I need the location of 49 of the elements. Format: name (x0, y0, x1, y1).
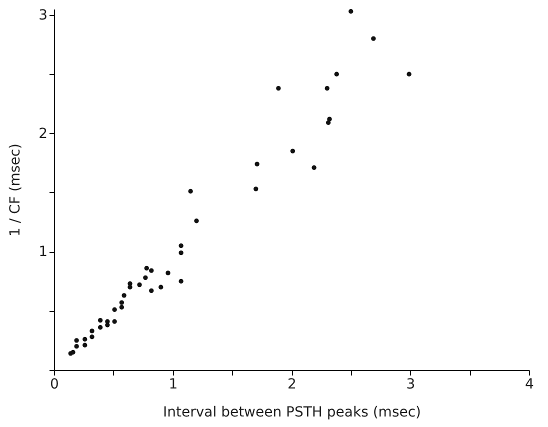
point (112, 319, 117, 324)
point (112, 307, 117, 312)
point (144, 266, 149, 271)
point (119, 300, 124, 305)
point (158, 284, 164, 290)
point (105, 319, 110, 324)
point (98, 325, 103, 330)
point (178, 250, 184, 256)
point (82, 342, 88, 348)
point (324, 86, 330, 91)
y-tick-label: 1 (38, 244, 48, 260)
point (98, 318, 103, 323)
point (327, 116, 332, 122)
y-tick-label: 3 (38, 7, 48, 24)
point (74, 338, 79, 343)
point (166, 270, 170, 276)
point (90, 334, 94, 340)
point (137, 282, 142, 288)
point (194, 218, 199, 224)
point (143, 275, 148, 280)
point (276, 86, 281, 91)
point (90, 328, 94, 334)
point (178, 278, 184, 284)
x-tick-label: 4 (525, 376, 534, 392)
x-tick-label: 2 (288, 376, 296, 392)
point (254, 162, 260, 166)
point (178, 243, 184, 248)
x-tick-label: 1 (168, 376, 178, 392)
x-tick-label: 0 (50, 376, 59, 392)
point (371, 36, 376, 41)
point (82, 336, 88, 342)
point (348, 9, 354, 14)
point (74, 344, 79, 349)
point (406, 72, 412, 76)
point (290, 148, 296, 154)
point (312, 165, 316, 170)
point (254, 186, 258, 192)
point (70, 350, 76, 355)
point (334, 72, 339, 76)
x-axis-title: Interval between PSTH peaks (msec) (162, 404, 422, 420)
point (149, 268, 154, 273)
point (122, 293, 126, 298)
point (119, 304, 124, 310)
point (128, 281, 132, 286)
point (188, 188, 193, 194)
x-tick-label: 3 (406, 376, 416, 392)
y-axis-title: 1 / CF (msec) (8, 144, 24, 236)
y-tick-label: 2 (38, 126, 48, 142)
point (149, 288, 154, 294)
